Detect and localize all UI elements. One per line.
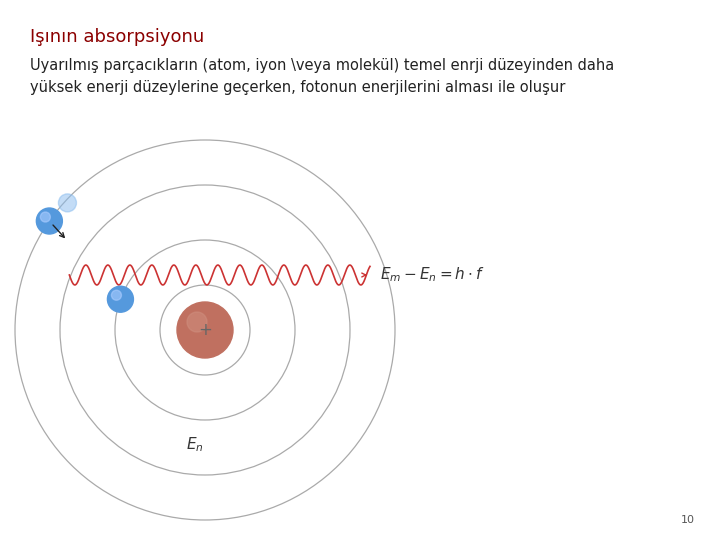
Circle shape (37, 208, 63, 234)
Text: yüksek enerji düzeylerine geçerken, fotonun enerjilerini alması ile oluşur: yüksek enerji düzeylerine geçerken, foto… (30, 80, 565, 95)
Text: +: + (198, 321, 212, 339)
Circle shape (112, 290, 122, 300)
Circle shape (187, 312, 207, 332)
Circle shape (177, 302, 233, 358)
Text: 10: 10 (681, 515, 695, 525)
Text: Işının absorpsiyonu: Işının absorpsiyonu (30, 28, 204, 46)
Text: $E_n$: $E_n$ (186, 435, 204, 454)
Text: $E_m - E_n = h \cdot f$: $E_m - E_n = h \cdot f$ (380, 266, 485, 285)
Circle shape (107, 286, 133, 312)
Circle shape (58, 194, 76, 212)
Circle shape (40, 212, 50, 222)
Text: Uyarılmış parçacıkların (atom, iyon \veya molekül) temel enrji düzeyinden daha: Uyarılmış parçacıkların (atom, iyon \vey… (30, 58, 614, 73)
